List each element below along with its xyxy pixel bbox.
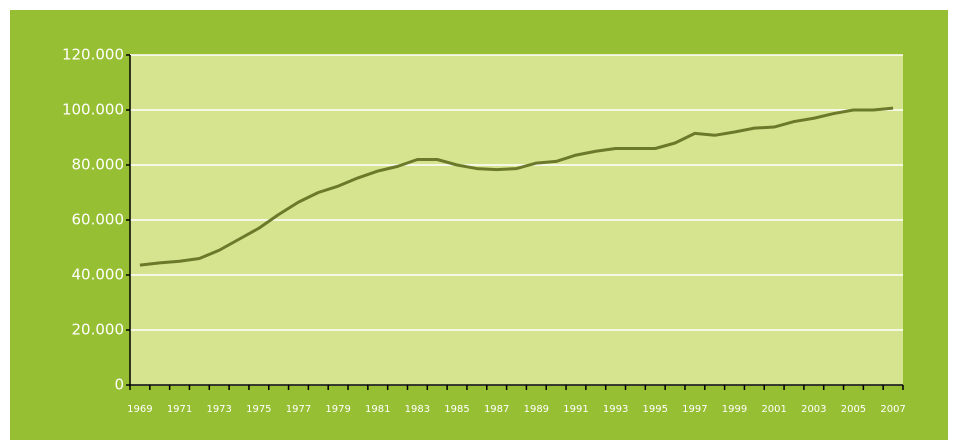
x-tick-label: 1979 — [325, 404, 350, 415]
x-tick-label: 1991 — [563, 404, 588, 415]
x-tick-label: 2003 — [801, 404, 826, 415]
x-tick-label: 1989 — [524, 404, 549, 415]
y-tick-label: 100.000 — [62, 101, 124, 119]
x-tick-label: 1993 — [603, 404, 628, 415]
y-tick-label: 20.000 — [72, 321, 125, 339]
x-tick-label: 2007 — [880, 404, 905, 415]
x-tick-label: 1977 — [286, 404, 311, 415]
x-tick-label: 1975 — [246, 404, 271, 415]
y-tick-label: 40.000 — [72, 266, 125, 284]
x-tick-label: 1971 — [167, 404, 192, 415]
x-tick-label: 1987 — [484, 404, 509, 415]
x-tick-label: 1969 — [127, 404, 152, 415]
y-tick-label: 80.000 — [72, 156, 125, 174]
x-tick-label: 2005 — [841, 404, 866, 415]
y-tick-label: 0 — [114, 376, 124, 394]
y-tick-label: 60.000 — [72, 211, 125, 229]
line — [139, 106, 894, 267]
x-tick-label: 1995 — [643, 404, 668, 415]
x-tick-label: 1981 — [365, 404, 390, 415]
y-tick-label: 120.000 — [62, 46, 124, 64]
x-tick-label: 1997 — [682, 404, 707, 415]
x-tick-label: 1999 — [722, 404, 747, 415]
x-tick-label: 1983 — [405, 404, 430, 415]
x-tick-label: 1985 — [444, 404, 469, 415]
x-tick-label: 1973 — [206, 404, 231, 415]
x-tick-label: 2001 — [761, 404, 786, 415]
